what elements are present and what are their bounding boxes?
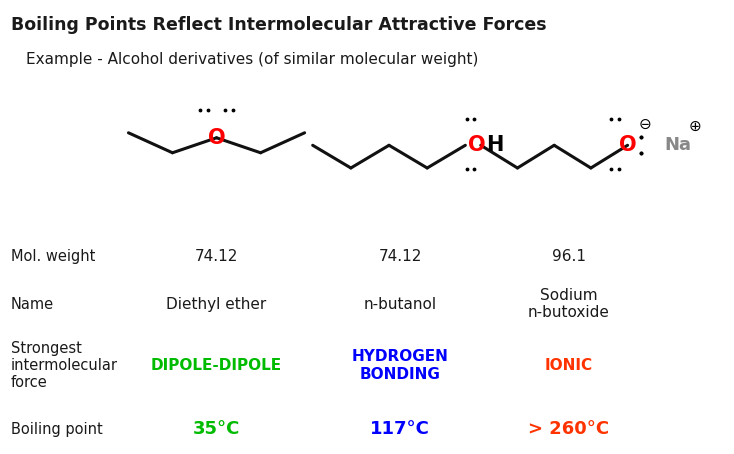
Text: Sodium
n-butoxide: Sodium n-butoxide <box>528 288 610 321</box>
Text: 117°C: 117°C <box>370 420 430 438</box>
Text: IONIC: IONIC <box>545 358 593 373</box>
Text: O: O <box>208 128 225 148</box>
Text: HYDROGEN
BONDING: HYDROGEN BONDING <box>352 349 448 382</box>
Text: Boiling Points Reflect Intermolecular Attractive Forces: Boiling Points Reflect Intermolecular At… <box>11 16 547 34</box>
Text: > 260°C: > 260°C <box>528 420 609 438</box>
Text: 74.12: 74.12 <box>378 249 422 264</box>
Text: Strongest
intermolecular
force: Strongest intermolecular force <box>11 340 118 390</box>
Text: H: H <box>486 135 504 155</box>
Text: DIPOLE-DIPOLE: DIPOLE-DIPOLE <box>151 358 282 373</box>
Text: 74.12: 74.12 <box>195 249 239 264</box>
Text: Diethyl ether: Diethyl ether <box>167 296 266 312</box>
Text: 35°C: 35°C <box>193 420 240 438</box>
Text: Mol. weight: Mol. weight <box>11 249 95 264</box>
Text: Example - Alcohol derivatives (of similar molecular weight): Example - Alcohol derivatives (of simila… <box>26 52 478 67</box>
Text: ⊖: ⊖ <box>639 117 652 133</box>
Text: Boiling point: Boiling point <box>11 421 103 437</box>
Text: ⊕: ⊕ <box>688 118 702 134</box>
Text: O: O <box>619 135 636 155</box>
Text: n-butanol: n-butanol <box>363 296 437 312</box>
Text: O: O <box>468 135 485 155</box>
Text: Name: Name <box>11 296 54 312</box>
Text: Na: Na <box>664 136 691 154</box>
Text: 96.1: 96.1 <box>552 249 586 264</box>
